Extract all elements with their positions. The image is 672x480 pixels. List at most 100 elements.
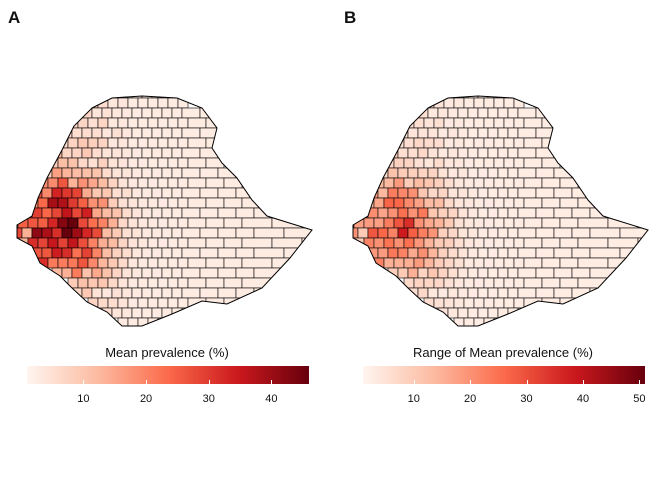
district-polygon	[51, 247, 63, 259]
district-polygon	[433, 117, 445, 129]
district-polygon	[541, 277, 561, 289]
district-polygon	[487, 307, 499, 319]
district-polygon	[97, 117, 109, 129]
district-polygon	[407, 167, 419, 179]
district-polygon	[107, 137, 119, 149]
district-polygon	[87, 237, 99, 249]
district-polygon	[447, 247, 459, 259]
district-polygon	[117, 117, 129, 129]
district-polygon	[467, 187, 479, 199]
district-polygon	[363, 217, 375, 229]
district-polygon	[427, 127, 439, 139]
district-polygon	[161, 147, 173, 159]
panel-b-colorbar	[363, 366, 645, 384]
district-polygon	[271, 217, 303, 229]
district-polygon	[91, 287, 103, 299]
district-polygon	[47, 217, 59, 229]
district-polygon	[493, 197, 505, 209]
district-polygon	[67, 157, 79, 169]
district-polygon	[517, 107, 537, 119]
district-polygon	[447, 127, 459, 139]
district-polygon	[187, 217, 207, 229]
district-polygon	[553, 207, 573, 219]
district-polygon	[457, 107, 469, 119]
district-polygon	[47, 177, 59, 189]
district-polygon	[457, 227, 469, 239]
panel-b-letter: B	[344, 8, 357, 27]
district-polygon	[67, 137, 79, 149]
district-polygon	[71, 227, 83, 239]
district-polygon	[87, 277, 99, 289]
district-polygon	[111, 267, 123, 279]
district-polygon	[403, 257, 415, 269]
district-polygon	[427, 207, 439, 219]
district-polygon	[493, 157, 505, 169]
district-polygon	[373, 197, 385, 209]
district-polygon	[57, 137, 69, 149]
district-polygon	[101, 247, 113, 259]
district-polygon	[187, 177, 207, 189]
district-polygon	[417, 207, 429, 219]
district-polygon	[157, 157, 169, 169]
district-polygon	[427, 167, 439, 179]
district-polygon	[97, 177, 109, 189]
district-polygon	[467, 127, 479, 139]
district-polygon	[487, 127, 499, 139]
district-polygon	[177, 157, 189, 169]
district-polygon	[91, 267, 103, 279]
district-polygon	[41, 207, 53, 219]
district-polygon	[427, 147, 439, 159]
district-polygon	[427, 247, 439, 259]
district-polygon	[473, 137, 485, 149]
district-polygon	[67, 237, 79, 249]
district-polygon	[187, 117, 207, 129]
district-polygon	[477, 207, 489, 219]
colorbar-tick-label: 10	[77, 393, 90, 405]
district-polygon	[199, 167, 219, 179]
district-polygon	[483, 297, 495, 309]
district-polygon	[437, 167, 449, 179]
district-polygon	[141, 127, 153, 139]
district-polygon	[181, 187, 201, 199]
district-polygon	[151, 207, 163, 219]
district-polygon	[503, 117, 515, 129]
district-polygon	[205, 257, 225, 269]
district-polygon	[157, 137, 169, 149]
district-polygon	[127, 237, 139, 249]
district-polygon	[91, 167, 103, 179]
district-polygon	[437, 187, 449, 199]
district-polygon	[453, 257, 465, 269]
district-polygon	[477, 227, 489, 239]
district-polygon	[417, 267, 429, 279]
district-polygon	[161, 207, 173, 219]
district-polygon	[477, 167, 489, 179]
district-polygon	[217, 207, 237, 219]
district-polygon	[181, 107, 201, 119]
district-polygon	[553, 247, 573, 259]
district-polygon	[513, 257, 525, 269]
district-polygon	[47, 197, 59, 209]
district-polygon	[57, 157, 69, 169]
colorbar-gradient	[363, 366, 645, 384]
district-polygon	[177, 277, 189, 289]
district-polygon	[507, 107, 519, 119]
district-polygon	[127, 117, 139, 129]
district-polygon	[463, 217, 475, 229]
district-polygon	[467, 167, 479, 179]
district-polygon	[199, 267, 219, 279]
district-polygon	[463, 117, 475, 129]
district-polygon	[507, 147, 519, 159]
district-polygon	[157, 257, 169, 269]
colorbar-tick-label: 20	[464, 393, 477, 405]
district-polygon	[111, 287, 123, 299]
district-polygon	[523, 237, 543, 249]
district-polygon	[205, 277, 225, 289]
district-polygon	[377, 187, 389, 199]
district-polygon	[367, 227, 379, 239]
panel-a-colorbar	[27, 366, 309, 384]
district-polygon	[167, 217, 179, 229]
district-polygon	[497, 207, 509, 219]
district-polygon	[71, 107, 83, 119]
district-polygon	[497, 287, 509, 299]
district-polygon	[171, 127, 183, 139]
